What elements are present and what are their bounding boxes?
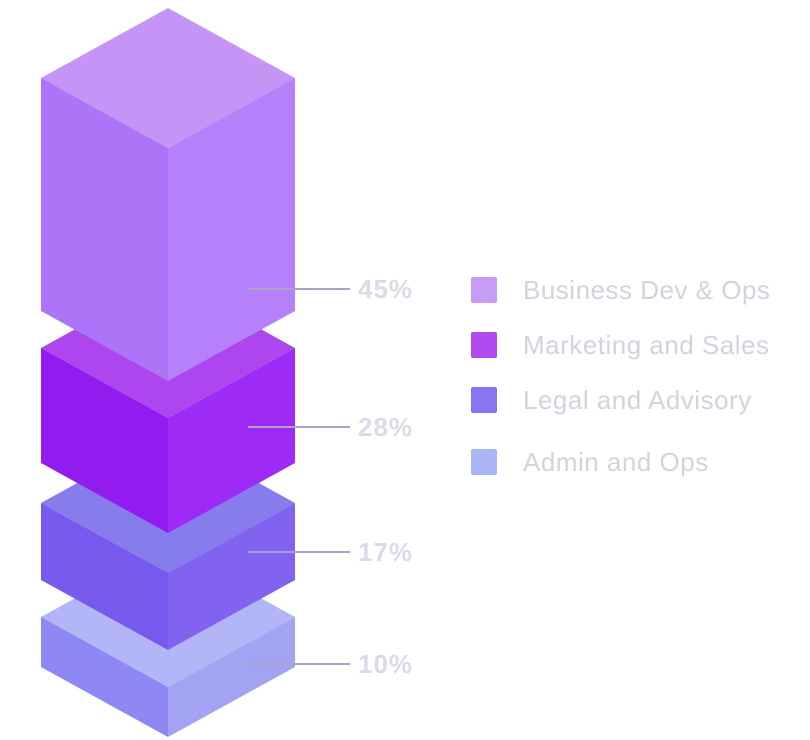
block-left-face xyxy=(41,617,168,737)
legend-label-marketing-and-sales: Marketing and Sales xyxy=(523,329,770,360)
legend-item-marketing-and-sales: Marketing and Sales xyxy=(471,330,770,360)
callout-line-business-dev-ops xyxy=(248,288,350,290)
value-label-admin-and-ops: 10% xyxy=(358,649,414,679)
legend-swatch-marketing-and-sales xyxy=(471,332,497,358)
block-business-dev-and-ops xyxy=(41,8,295,381)
block-left-face xyxy=(41,348,168,533)
value-label-business-dev-ops: 45% xyxy=(358,274,414,304)
legend-label-business-dev-ops: Business Dev & Ops xyxy=(523,274,771,305)
legend-swatch-legal-and-advisory xyxy=(471,387,497,413)
block-left-face xyxy=(41,503,168,650)
legend-swatch-business-dev-ops xyxy=(471,277,497,303)
value-label-marketing-and-sales: 28% xyxy=(358,412,414,442)
block-right-face xyxy=(168,348,295,533)
value-label-legal-and-advisory: 17% xyxy=(358,537,414,567)
legend-item-business-dev-ops: Business Dev & Ops xyxy=(471,275,770,305)
block-right-face xyxy=(168,78,295,381)
legend-swatch-admin-and-ops xyxy=(471,449,497,475)
block-right-face xyxy=(168,503,295,650)
callout-line-marketing-and-sales xyxy=(248,426,350,428)
block-left-face xyxy=(41,78,168,381)
legend-item-admin-and-ops: Admin and Ops xyxy=(471,447,709,477)
callout-line-legal-and-advisory xyxy=(248,551,350,553)
block-right-face xyxy=(168,617,295,737)
legend-item-legal-and-advisory: Legal and Advisory xyxy=(471,385,752,415)
legend-label-legal-and-advisory: Legal and Advisory xyxy=(523,384,752,415)
callout-line-admin-and-ops xyxy=(248,663,350,665)
legend-label-admin-and-ops: Admin and Ops xyxy=(523,446,709,477)
